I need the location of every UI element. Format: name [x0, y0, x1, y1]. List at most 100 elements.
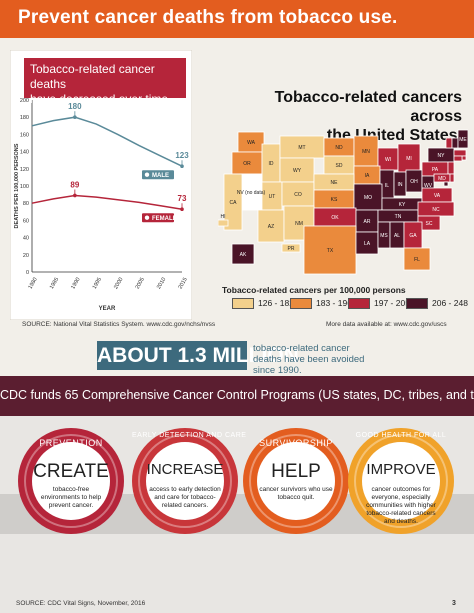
- ring-highlight: [138, 434, 232, 528]
- ring-highlight: [249, 434, 343, 528]
- state-label: NE: [331, 180, 339, 186]
- action-circle-survivorship: SURVIVORSHIP HELP cancer survivors who use…: [243, 428, 349, 534]
- state-me: [457, 129, 468, 149]
- state-label: MS: [380, 233, 388, 239]
- state-nj: [447, 161, 455, 175]
- y-tick-label: 0: [26, 270, 29, 276]
- state-label: OK: [331, 215, 339, 221]
- page-title: Prevent cancer deaths from tobacco use.: [18, 7, 398, 28]
- legend-item: 183 - 196: [290, 297, 352, 309]
- circle-action-word: INCREASE: [146, 461, 224, 478]
- state-az: [257, 209, 285, 243]
- legend-swatch: [290, 297, 312, 309]
- state-label: MT: [298, 145, 305, 151]
- x-axis-label: YEAR: [99, 306, 116, 312]
- state-label: KY: [399, 202, 406, 208]
- ring-highlight: [354, 434, 448, 528]
- legend-label: 126 - 182: [258, 298, 294, 308]
- state-label: MO: [364, 195, 372, 201]
- x-tick-label: 2015: [177, 277, 188, 291]
- state-label: SD: [336, 163, 343, 169]
- circle-inner: [257, 442, 335, 520]
- legend-label: 197 - 205: [374, 298, 410, 308]
- state-label: WA: [247, 140, 256, 146]
- data-label: 180: [68, 102, 82, 111]
- state-ak: [231, 243, 255, 265]
- circle-description: cancer survivors who use tobacco quit.: [259, 486, 333, 501]
- legend-swatch: [348, 297, 370, 309]
- state-label: VA: [434, 193, 441, 199]
- data-label: 123: [175, 151, 189, 160]
- circle-inner: [146, 442, 224, 520]
- map-more-data: More data available at: www.cdc.gov/uscs: [326, 321, 447, 328]
- legend-dot: [144, 172, 150, 177]
- map-legend-title: Tobacco-related cancers per 100,000 pers…: [222, 285, 406, 295]
- state-label: MI: [406, 156, 412, 162]
- x-tick-label: 1990: [70, 277, 81, 291]
- x-tick-label: 1995: [92, 277, 103, 291]
- circle-ring: [354, 434, 448, 528]
- circle-ring: [24, 434, 118, 528]
- state-label: CA: [230, 200, 238, 206]
- state-label: OR: [243, 161, 251, 167]
- state-label: KS: [331, 197, 338, 203]
- state-label: AR: [364, 219, 371, 225]
- state-label: NC: [432, 207, 440, 213]
- series-line-male: [31, 116, 183, 167]
- circle-action-word: HELP: [271, 461, 321, 482]
- chart-source: SOURCE: National Vital Statistics System…: [22, 321, 216, 328]
- state-label: NM: [295, 221, 303, 227]
- state-label: PR: [288, 246, 295, 252]
- legend-label: 206 - 248: [432, 298, 468, 308]
- state-label: OH: [410, 179, 418, 185]
- state-hi: [218, 219, 229, 227]
- stat-subtext: tobacco-related cancer deaths have been …: [253, 343, 365, 376]
- state-label: NV (no data): [237, 190, 266, 196]
- action-circle-prevention: PREVENTION CREATE tobacco-free environment…: [18, 428, 124, 534]
- state-fl: [403, 247, 431, 271]
- footer-source: SOURCE: CDC Vital Signs, November, 2016: [16, 600, 146, 607]
- legend-label: 183 - 196: [316, 298, 352, 308]
- state-ca: [223, 173, 243, 231]
- state-label: MD: [438, 176, 446, 182]
- action-circle-good-health: GOOD HEALTH FOR ALL IMPROVE cancer outcome…: [348, 428, 454, 534]
- y-tick-label: 160: [20, 132, 29, 138]
- page-number: 3: [452, 600, 456, 607]
- y-tick-label: 100: [20, 184, 29, 190]
- data-label: 73: [178, 194, 187, 203]
- chart-title-line-1: Tobacco-related cancer deaths: [30, 62, 155, 91]
- x-tick-label: 2005: [135, 277, 146, 291]
- circle-ring: [249, 434, 343, 528]
- cdc-funding-title: CDC funds 65 Comprehensive Cancer Contro…: [0, 388, 474, 402]
- legend-item: 126 - 182: [232, 297, 294, 309]
- state-dc: [443, 181, 449, 187]
- state-label: AZ: [268, 224, 274, 230]
- x-tick-label: 2000: [113, 277, 124, 291]
- x-tick-label: 1980: [27, 277, 38, 291]
- x-tick-label: 2010: [156, 277, 167, 291]
- y-axis-label: DEATHS PER 100,000 PERSONS: [14, 143, 20, 228]
- state-label: FL: [414, 257, 420, 263]
- annotation-point: [180, 207, 184, 212]
- chart-title: Tobacco-related cancer deaths have decre…: [24, 58, 186, 106]
- us-map: WA OR ID MT ND SD WY NE CA NV (no data)UT CO AZ NM TX…: [218, 129, 468, 275]
- state-mn: [353, 135, 379, 167]
- circle-description: access to early detection and care for t…: [149, 486, 221, 509]
- map-legend: 126 - 182 183 - 196 197 - 205 206 - 248: [232, 297, 468, 311]
- state-label: IA: [365, 173, 370, 179]
- annotation-point: [73, 115, 77, 119]
- series-name-label: FEMALE: [152, 216, 177, 222]
- state-label: PA: [432, 167, 439, 173]
- state-label: GA: [409, 233, 417, 239]
- state-label: SC: [426, 221, 433, 227]
- state-label: CO: [294, 192, 302, 198]
- state-label: WY: [293, 168, 302, 174]
- state-label: LA: [364, 241, 371, 247]
- state-mo: [353, 183, 383, 211]
- legend-item: 197 - 205: [348, 297, 410, 309]
- state-nh: [451, 137, 459, 149]
- circle-ring: [138, 434, 232, 528]
- circle-caption: SURVIVORSHIP: [259, 438, 333, 448]
- action-circle-early-detection: EARLY DETECTION AND CARE INCREASE access t…: [132, 428, 246, 534]
